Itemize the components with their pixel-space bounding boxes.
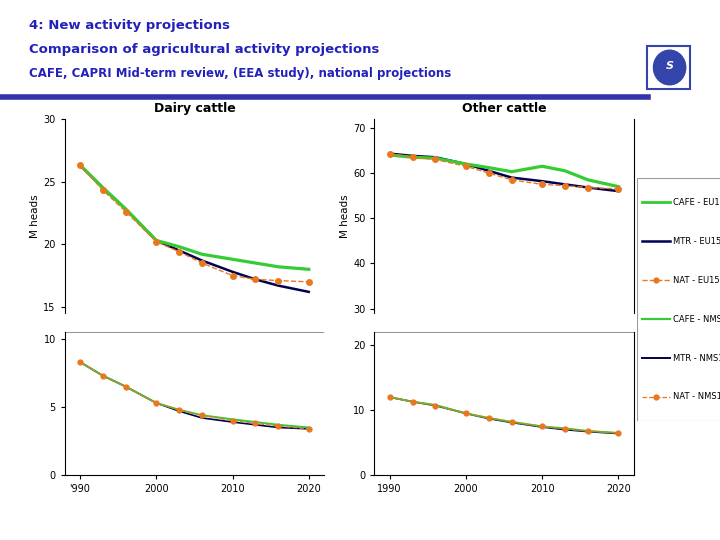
Text: CAFE - EU15: CAFE - EU15 [673,198,720,207]
FancyBboxPatch shape [647,46,690,89]
Text: CAFE, CAPRI Mid-term review, (EEA study), national projections: CAFE, CAPRI Mid-term review, (EEA study)… [29,67,451,80]
Text: NAT - EU15: NAT - EU15 [673,276,720,285]
Circle shape [654,50,685,85]
Text: NAT - NMS10: NAT - NMS10 [673,393,720,401]
Text: MTR - NMS10: MTR - NMS10 [673,354,720,362]
Text: CAFE - NMS10: CAFE - NMS10 [673,315,720,323]
Text: S: S [665,62,674,71]
FancyBboxPatch shape [637,178,720,421]
Y-axis label: M heads: M heads [30,194,40,238]
Title: Other cattle: Other cattle [462,102,546,115]
Text: Comparison of agricultural activity projections: Comparison of agricultural activity proj… [29,43,379,56]
Text: MTR - EU15: MTR - EU15 [673,237,720,246]
Title: Dairy cattle: Dairy cattle [153,102,235,115]
Y-axis label: M heads: M heads [341,194,350,238]
Text: 4: New activity projections: 4: New activity projections [29,19,230,32]
